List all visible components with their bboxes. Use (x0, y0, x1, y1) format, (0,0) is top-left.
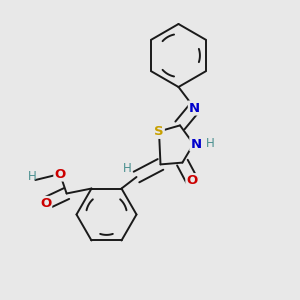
Text: H: H (28, 170, 37, 184)
Text: N: N (190, 137, 202, 151)
Text: H: H (206, 136, 214, 150)
Text: O: O (186, 174, 198, 187)
Text: O: O (40, 197, 51, 210)
Text: N: N (189, 101, 200, 115)
Text: O: O (54, 167, 66, 181)
Text: S: S (154, 125, 164, 138)
Text: H: H (123, 162, 132, 175)
